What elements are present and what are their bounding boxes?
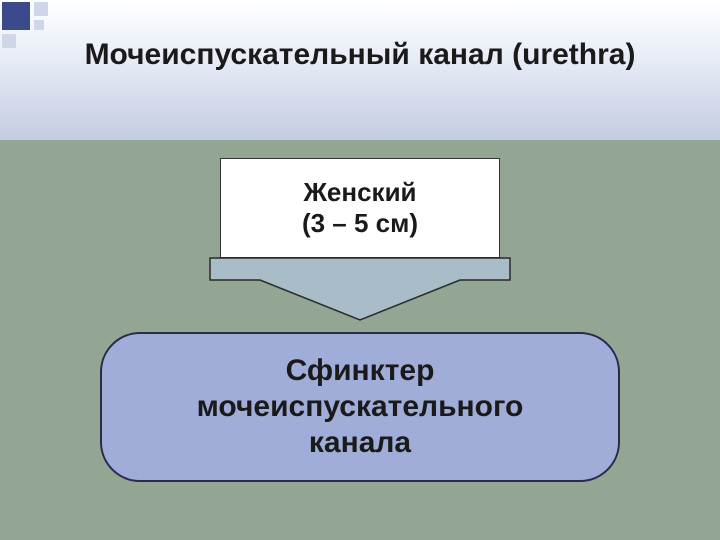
- bottom-box-line3: канала: [309, 425, 411, 461]
- bottom-round-box: Сфинктер мочеиспускательного канала: [100, 332, 620, 482]
- bottom-box-line1: Сфинктер: [286, 353, 435, 389]
- bottom-box-line2: мочеиспускательного: [197, 389, 524, 425]
